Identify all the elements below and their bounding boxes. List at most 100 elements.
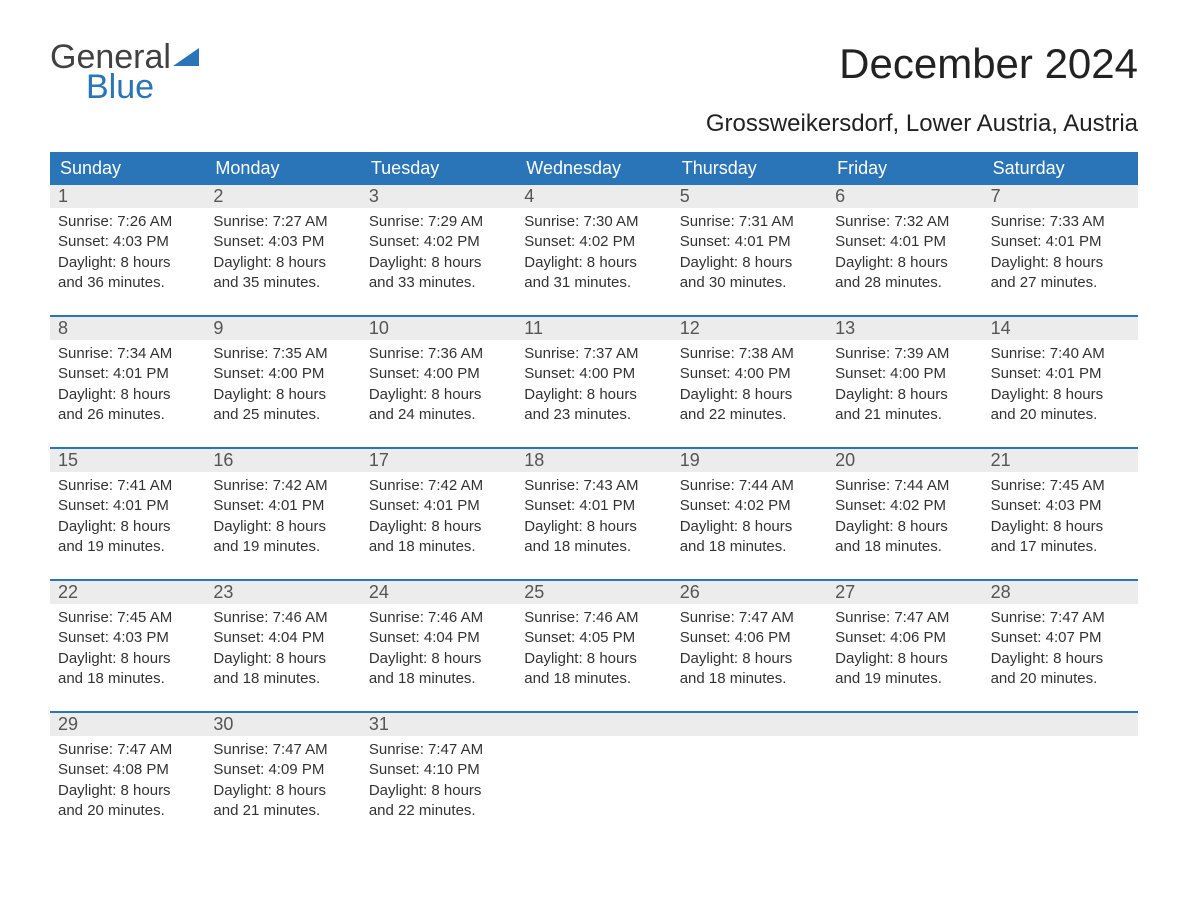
daylight-line1: Daylight: 8 hours (213, 253, 352, 273)
sunset-line: Sunset: 4:01 PM (58, 496, 197, 516)
day-number: 25 (516, 581, 671, 604)
daylight-line1: Daylight: 8 hours (213, 517, 352, 537)
daylight-line2: and 26 minutes. (58, 405, 197, 425)
week-row: 15Sunrise: 7:41 AMSunset: 4:01 PMDayligh… (50, 447, 1138, 565)
day-cell: 15Sunrise: 7:41 AMSunset: 4:01 PMDayligh… (50, 449, 205, 565)
sunrise-line: Sunrise: 7:46 AM (524, 608, 663, 628)
daylight-line1: Daylight: 8 hours (524, 385, 663, 405)
day-cell: 13Sunrise: 7:39 AMSunset: 4:00 PMDayligh… (827, 317, 982, 433)
day-number: 15 (50, 449, 205, 472)
daylight-line2: and 20 minutes. (991, 405, 1130, 425)
daylight-line1: Daylight: 8 hours (58, 517, 197, 537)
day-body: Sunrise: 7:42 AMSunset: 4:01 PMDaylight:… (361, 472, 516, 565)
sunrise-line: Sunrise: 7:40 AM (991, 344, 1130, 364)
weekday-sunday: Sunday (50, 152, 205, 185)
day-number: 20 (827, 449, 982, 472)
sunrise-line: Sunrise: 7:37 AM (524, 344, 663, 364)
daylight-line1: Daylight: 8 hours (369, 385, 508, 405)
weekday-tuesday: Tuesday (361, 152, 516, 185)
day-cell: 2Sunrise: 7:27 AMSunset: 4:03 PMDaylight… (205, 185, 360, 301)
day-body: Sunrise: 7:41 AMSunset: 4:01 PMDaylight:… (50, 472, 205, 565)
sunset-line: Sunset: 4:00 PM (213, 364, 352, 384)
sunrise-line: Sunrise: 7:43 AM (524, 476, 663, 496)
sunset-line: Sunset: 4:03 PM (213, 232, 352, 252)
sunrise-line: Sunrise: 7:46 AM (369, 608, 508, 628)
day-number: 10 (361, 317, 516, 340)
day-number: 9 (205, 317, 360, 340)
day-body: Sunrise: 7:36 AMSunset: 4:00 PMDaylight:… (361, 340, 516, 433)
day-body: Sunrise: 7:47 AMSunset: 4:09 PMDaylight:… (205, 736, 360, 829)
daylight-line2: and 18 minutes. (524, 669, 663, 689)
day-cell: 14Sunrise: 7:40 AMSunset: 4:01 PMDayligh… (983, 317, 1138, 433)
daylight-line1: Daylight: 8 hours (680, 385, 819, 405)
sunset-line: Sunset: 4:03 PM (58, 628, 197, 648)
weekday-header: SundayMondayTuesdayWednesdayThursdayFrid… (50, 152, 1138, 185)
sunrise-line: Sunrise: 7:27 AM (213, 212, 352, 232)
daylight-line2: and 21 minutes. (213, 801, 352, 821)
day-number: 18 (516, 449, 671, 472)
day-number: 31 (361, 713, 516, 736)
sunset-line: Sunset: 4:00 PM (369, 364, 508, 384)
day-body: Sunrise: 7:47 AMSunset: 4:07 PMDaylight:… (983, 604, 1138, 697)
sunset-line: Sunset: 4:01 PM (991, 232, 1130, 252)
day-cell: 26Sunrise: 7:47 AMSunset: 4:06 PMDayligh… (672, 581, 827, 697)
sunset-line: Sunset: 4:02 PM (680, 496, 819, 516)
day-body: Sunrise: 7:27 AMSunset: 4:03 PMDaylight:… (205, 208, 360, 301)
day-number: 26 (672, 581, 827, 604)
daylight-line2: and 20 minutes. (58, 801, 197, 821)
sunrise-line: Sunrise: 7:32 AM (835, 212, 974, 232)
daylight-line2: and 19 minutes. (835, 669, 974, 689)
day-cell (516, 713, 671, 829)
sunrise-line: Sunrise: 7:39 AM (835, 344, 974, 364)
daylight-line2: and 18 minutes. (369, 669, 508, 689)
sunrise-line: Sunrise: 7:41 AM (58, 476, 197, 496)
sunrise-line: Sunrise: 7:47 AM (680, 608, 819, 628)
daylight-line1: Daylight: 8 hours (835, 253, 974, 273)
weekday-saturday: Saturday (983, 152, 1138, 185)
sunrise-line: Sunrise: 7:42 AM (213, 476, 352, 496)
sunrise-line: Sunrise: 7:47 AM (835, 608, 974, 628)
daylight-line1: Daylight: 8 hours (58, 253, 197, 273)
sunrise-line: Sunrise: 7:47 AM (58, 740, 197, 760)
day-cell: 4Sunrise: 7:30 AMSunset: 4:02 PMDaylight… (516, 185, 671, 301)
logo-icon (171, 40, 201, 74)
daylight-line2: and 22 minutes. (369, 801, 508, 821)
day-cell: 17Sunrise: 7:42 AMSunset: 4:01 PMDayligh… (361, 449, 516, 565)
daylight-line1: Daylight: 8 hours (369, 253, 508, 273)
sunrise-line: Sunrise: 7:44 AM (680, 476, 819, 496)
daylight-line2: and 27 minutes. (991, 273, 1130, 293)
sunset-line: Sunset: 4:04 PM (213, 628, 352, 648)
daylight-line1: Daylight: 8 hours (369, 781, 508, 801)
daylight-line2: and 18 minutes. (213, 669, 352, 689)
daylight-line2: and 22 minutes. (680, 405, 819, 425)
day-cell: 11Sunrise: 7:37 AMSunset: 4:00 PMDayligh… (516, 317, 671, 433)
day-body: Sunrise: 7:43 AMSunset: 4:01 PMDaylight:… (516, 472, 671, 565)
sunset-line: Sunset: 4:09 PM (213, 760, 352, 780)
daylight-line1: Daylight: 8 hours (524, 253, 663, 273)
sunrise-line: Sunrise: 7:47 AM (991, 608, 1130, 628)
sunset-line: Sunset: 4:01 PM (369, 496, 508, 516)
daylight-line2: and 24 minutes. (369, 405, 508, 425)
day-cell (672, 713, 827, 829)
sunrise-line: Sunrise: 7:45 AM (58, 608, 197, 628)
day-number: 3 (361, 185, 516, 208)
day-number: 1 (50, 185, 205, 208)
day-number: 2 (205, 185, 360, 208)
sunset-line: Sunset: 4:05 PM (524, 628, 663, 648)
sunrise-line: Sunrise: 7:42 AM (369, 476, 508, 496)
sunset-line: Sunset: 4:01 PM (680, 232, 819, 252)
sunset-line: Sunset: 4:02 PM (524, 232, 663, 252)
day-body: Sunrise: 7:46 AMSunset: 4:05 PMDaylight:… (516, 604, 671, 697)
day-cell: 7Sunrise: 7:33 AMSunset: 4:01 PMDaylight… (983, 185, 1138, 301)
sunrise-line: Sunrise: 7:38 AM (680, 344, 819, 364)
day-body: Sunrise: 7:39 AMSunset: 4:00 PMDaylight:… (827, 340, 982, 433)
daylight-line1: Daylight: 8 hours (524, 517, 663, 537)
day-body: Sunrise: 7:47 AMSunset: 4:06 PMDaylight:… (672, 604, 827, 697)
daylight-line1: Daylight: 8 hours (991, 253, 1130, 273)
day-number: 19 (672, 449, 827, 472)
daylight-line1: Daylight: 8 hours (680, 649, 819, 669)
day-cell: 24Sunrise: 7:46 AMSunset: 4:04 PMDayligh… (361, 581, 516, 697)
daylight-line2: and 18 minutes. (680, 669, 819, 689)
day-cell (827, 713, 982, 829)
daylight-line1: Daylight: 8 hours (680, 517, 819, 537)
